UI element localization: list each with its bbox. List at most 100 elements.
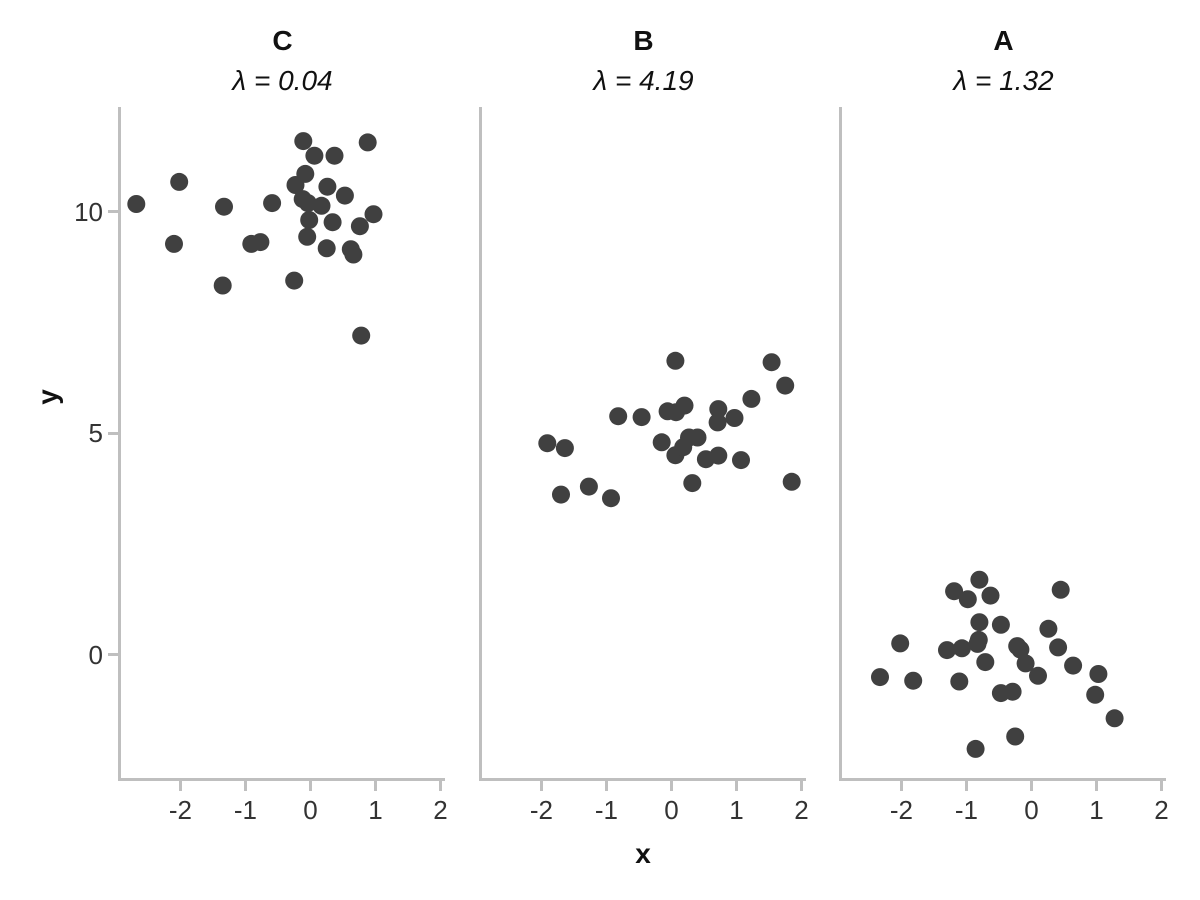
data-point (732, 451, 750, 470)
data-point (976, 653, 995, 672)
data-point (305, 146, 324, 165)
data-point (952, 639, 971, 658)
x-tick (539, 780, 543, 791)
data-point (1086, 685, 1105, 704)
x-tick (799, 780, 803, 791)
data-point (298, 194, 317, 213)
data-point (708, 413, 727, 432)
data-point (938, 641, 956, 660)
data-point (170, 172, 189, 191)
data-point (969, 630, 988, 649)
data-point (358, 133, 377, 152)
x-tick-label: 0 (303, 795, 318, 825)
x-tick-label: 0 (664, 795, 679, 825)
data-point (300, 211, 319, 229)
data-point (991, 615, 1010, 634)
data-point (165, 234, 183, 253)
x-tick (373, 780, 377, 791)
x-tick-label: 2 (433, 795, 448, 825)
x-tick (734, 780, 738, 791)
data-point (555, 439, 574, 458)
y-axis-line (118, 107, 121, 781)
data-point (318, 177, 337, 196)
x-tick (243, 780, 247, 791)
data-point (1049, 638, 1068, 657)
data-point (1006, 727, 1025, 746)
data-point (950, 672, 969, 691)
data-point (683, 474, 702, 493)
x-tick-label: -1 (954, 795, 978, 825)
data-point (215, 197, 233, 216)
x-tick-label: 1 (729, 795, 744, 825)
data-point (1039, 619, 1058, 638)
data-point (742, 389, 761, 408)
x-axis-title: x (635, 838, 651, 869)
data-point (709, 400, 728, 419)
y-axis-title: y (32, 389, 63, 405)
x-tick-label: 0 (1024, 795, 1039, 825)
data-point (1011, 640, 1030, 659)
x-axis-line (839, 777, 1166, 781)
data-point (335, 186, 354, 205)
y-tick-label: 10 (74, 196, 103, 227)
data-point (251, 233, 270, 252)
data-point (945, 582, 964, 601)
panel-title: B (633, 25, 654, 56)
x-tick (604, 780, 608, 791)
data-point (213, 276, 232, 295)
data-point (1105, 709, 1124, 728)
panel-title: A (993, 25, 1014, 56)
y-tick (108, 653, 118, 657)
data-point (364, 205, 383, 224)
data-point (1029, 666, 1047, 685)
scatter-points-svg (538, 351, 801, 508)
data-point (344, 245, 363, 264)
data-point (675, 396, 694, 415)
data-point (298, 227, 317, 246)
data-point (323, 213, 342, 232)
data-point (904, 671, 923, 690)
data-point (1064, 656, 1083, 675)
x-tick-label: -2 (529, 795, 553, 825)
data-point (782, 472, 801, 491)
y-axis-line (839, 107, 842, 781)
data-point (350, 217, 369, 236)
data-point (709, 446, 728, 465)
x-tick-label: -1 (233, 795, 257, 825)
x-tick (1159, 780, 1163, 791)
x-axis-line (479, 777, 806, 781)
data-point (312, 196, 331, 215)
scatter-points-svg (127, 132, 383, 345)
x-tick-label: -2 (889, 795, 913, 825)
data-point (891, 634, 910, 653)
x-tick-label: 1 (1089, 795, 1104, 825)
x-tick-label: 2 (794, 795, 809, 825)
panel-subtitle: λ = 0.04 (232, 65, 333, 96)
data-point (762, 353, 781, 372)
data-point (1051, 580, 1070, 599)
panel-title: C (272, 25, 293, 56)
y-tick (108, 431, 118, 435)
x-tick (669, 780, 673, 791)
data-point (602, 489, 620, 508)
data-point (294, 132, 313, 151)
data-point (609, 407, 628, 426)
panel-subtitle: λ = 4.19 (593, 65, 694, 96)
data-point (538, 434, 557, 453)
data-point (776, 376, 795, 395)
data-point (981, 586, 1000, 605)
x-tick (964, 780, 968, 791)
data-point (871, 668, 889, 687)
data-point (1016, 654, 1035, 673)
data-point (632, 408, 651, 427)
x-tick (308, 780, 312, 791)
data-point (970, 613, 989, 632)
data-point (579, 477, 598, 496)
data-point (552, 485, 570, 504)
data-point (1003, 682, 1022, 701)
data-point (688, 428, 707, 447)
data-point (325, 146, 344, 165)
